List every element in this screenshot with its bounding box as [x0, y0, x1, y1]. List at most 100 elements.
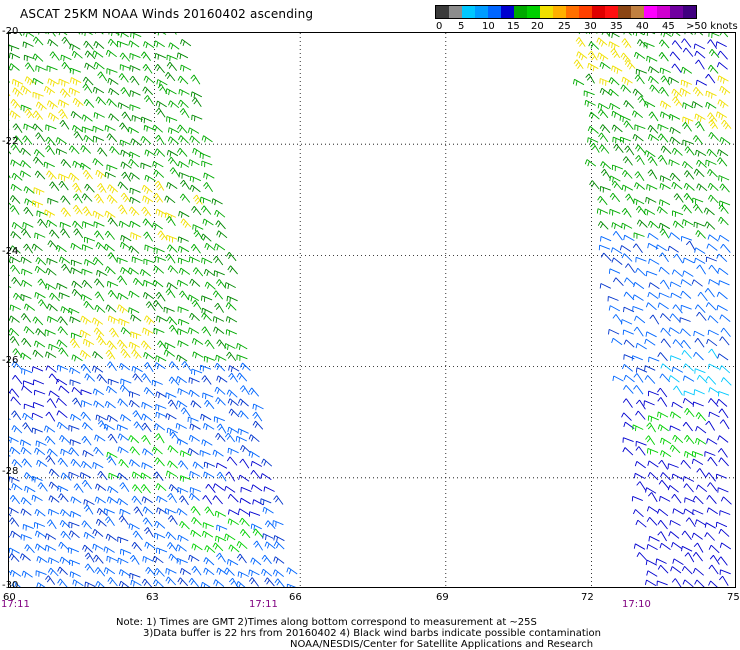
wind-barb: [93, 112, 105, 119]
wind-barb: [631, 495, 643, 502]
wind-barb: [154, 148, 166, 157]
wind-barb: [22, 41, 34, 49]
wind-barb: [57, 578, 68, 587]
wind-barb: [166, 542, 178, 552]
wind-barb: [648, 111, 659, 122]
wind-barb: [239, 517, 250, 527]
wind-barb: [189, 312, 200, 322]
wind-barb: [696, 311, 707, 321]
east-swath: [572, 33, 732, 587]
time-label: 17:11: [249, 599, 278, 610]
wind-barb: [587, 62, 599, 72]
colorbar-swatch: [644, 6, 657, 18]
wind-barb: [216, 471, 227, 482]
wind-barb: [11, 483, 23, 491]
wind-barb: [70, 458, 82, 468]
wind-barb: [128, 341, 141, 351]
wind-barb: [128, 435, 140, 444]
wind-barb: [647, 291, 659, 299]
wind-barb: [11, 459, 23, 468]
wind-barb: [204, 242, 216, 251]
wind-barb: [646, 183, 658, 191]
wind-barb: [92, 158, 104, 167]
wind-barb: [107, 217, 118, 227]
wind-barb: [12, 123, 23, 133]
wind-barb: [68, 307, 80, 315]
wind-barb: [607, 295, 619, 302]
time-label: 17:11: [1, 599, 30, 610]
wind-barb: [58, 347, 69, 357]
lon-label: 60: [3, 592, 16, 603]
wind-barb: [95, 96, 107, 106]
wind-barb: [94, 33, 104, 35]
wind-barb: [70, 267, 82, 275]
wind-barb: [647, 232, 659, 240]
wind-barb: [673, 385, 683, 396]
wind-barb: [47, 240, 58, 250]
wind-barb: [192, 267, 204, 277]
wind-barb: [682, 139, 694, 147]
wind-barb: [130, 579, 142, 587]
wind-barb: [211, 198, 223, 206]
wind-barb: [140, 472, 152, 480]
wind-barb: [154, 33, 167, 36]
colorbar-label: 20: [531, 21, 544, 32]
wind-barb: [707, 315, 719, 324]
wind-barb: [116, 40, 129, 48]
wind-barb: [68, 530, 80, 539]
wind-barb: [575, 37, 586, 47]
wind-barb: [680, 340, 691, 350]
wind-barb: [668, 232, 681, 240]
wind-barb: [609, 208, 621, 216]
wind-barb: [55, 137, 67, 145]
wind-barb: [204, 281, 216, 290]
wind-barb: [716, 157, 728, 167]
wind-barb: [105, 49, 117, 58]
wind-barb: [633, 472, 646, 479]
wind-barb: [201, 135, 213, 143]
wind-barb: [672, 558, 684, 565]
wind-barb: [609, 175, 621, 183]
wind-barb: [141, 578, 153, 587]
wind-barb: [20, 228, 31, 239]
wind-barb: [598, 144, 610, 154]
wind-barb: [226, 456, 238, 466]
wind-barb: [142, 555, 154, 563]
wind-barb: [240, 486, 252, 493]
wind-barb: [151, 222, 163, 230]
wind-barb: [93, 41, 105, 49]
wind-barb: [660, 33, 672, 38]
wind-barb: [635, 399, 646, 410]
wind-barb: [9, 68, 12, 71]
wind-barb: [48, 508, 60, 516]
wind-barb: [24, 62, 35, 73]
wind-barb: [708, 33, 720, 39]
wind-barb: [623, 339, 635, 348]
wind-barb: [611, 257, 623, 265]
wind-barb: [47, 567, 59, 577]
wind-barb: [82, 544, 94, 553]
wind-barb: [118, 569, 131, 577]
wind-barb: [590, 142, 600, 153]
wind-barb: [95, 580, 105, 587]
wind-barb: [585, 73, 595, 84]
wind-barb: [659, 100, 672, 110]
wind-barb: [130, 138, 142, 146]
wind-barb: [46, 65, 58, 72]
wind-barb: [92, 462, 104, 469]
wind-barb: [203, 471, 215, 479]
wind-barb: [72, 579, 84, 587]
wind-barb: [164, 212, 176, 221]
wind-barb: [11, 172, 23, 181]
wind-barb: [20, 508, 32, 516]
wind-barb: [177, 534, 189, 542]
wind-barb: [707, 64, 719, 74]
wind-barb: [659, 542, 671, 550]
wind-barb: [620, 222, 633, 230]
wind-barb: [659, 175, 671, 182]
wind-barb: [23, 206, 34, 217]
wind-barb: [140, 340, 152, 350]
wind-barb: [717, 556, 728, 566]
wind-barb: [695, 437, 707, 445]
wind-barb: [69, 571, 81, 579]
